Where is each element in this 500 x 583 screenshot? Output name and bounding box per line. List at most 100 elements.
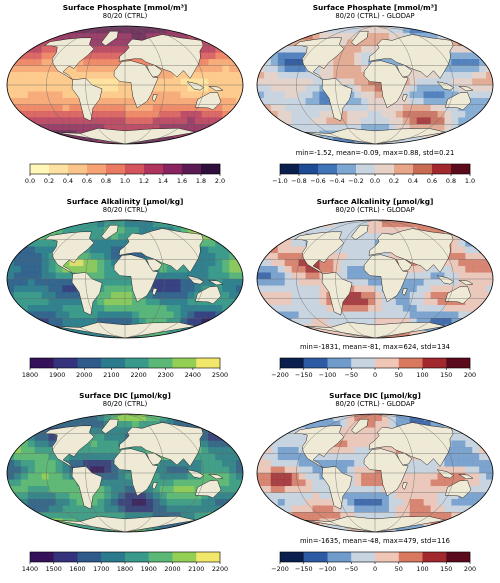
field-cell — [194, 479, 202, 487]
field-cell — [458, 453, 466, 461]
field-cell — [347, 486, 355, 493]
field-cell — [48, 220, 56, 228]
field-cell — [20, 253, 28, 260]
field-cell — [263, 466, 272, 474]
field-cell — [402, 279, 410, 286]
field-cell — [222, 26, 230, 27]
field-cell — [430, 279, 438, 286]
field-cell — [409, 72, 417, 79]
field-cell — [270, 111, 278, 118]
field-cell — [298, 318, 306, 325]
field-cell — [381, 512, 390, 519]
field-cell — [326, 117, 334, 125]
field-cell — [479, 421, 487, 428]
field-cell — [41, 233, 49, 241]
field-cell — [41, 220, 49, 228]
field-cell — [7, 331, 8, 338]
field-cell — [270, 318, 278, 325]
field-cell — [111, 285, 119, 293]
field-cell — [7, 279, 15, 286]
colorbar-tick-label: 0.2 — [44, 177, 54, 185]
field-cell — [166, 499, 174, 506]
field-cell — [41, 460, 49, 467]
field-cell — [34, 65, 42, 73]
graticule-meridian — [374, 414, 454, 532]
field-cell — [257, 233, 258, 241]
field-cell — [437, 137, 445, 144]
field-cell — [493, 428, 500, 435]
field-cell — [479, 311, 487, 319]
field-cell — [375, 91, 383, 99]
field-cell — [347, 117, 355, 125]
field-cell — [312, 85, 320, 92]
field-cell — [451, 130, 459, 138]
colorbar-tick-label: −200 — [271, 565, 289, 573]
field-cell — [486, 473, 493, 480]
field-cell — [340, 33, 348, 40]
field-cell — [243, 325, 250, 332]
field-cell — [409, 279, 417, 286]
field-cell — [187, 26, 195, 34]
graticule-meridian — [374, 26, 415, 144]
field-cell — [145, 137, 153, 144]
field-cell — [34, 531, 42, 532]
field-cell — [257, 447, 258, 454]
field-cell — [298, 246, 306, 254]
graticule-meridian — [46, 26, 126, 144]
field-cell — [263, 78, 272, 86]
field-cell — [305, 26, 313, 27]
field-cell — [493, 214, 500, 221]
field-cell — [312, 298, 320, 306]
field-cell — [284, 486, 292, 493]
field-cell — [187, 311, 195, 319]
field-cell — [201, 52, 209, 60]
field-cell — [20, 499, 28, 506]
field-cell — [430, 414, 438, 415]
field-cell — [388, 305, 397, 312]
field-cell — [62, 492, 70, 500]
field-cell — [13, 220, 22, 228]
field-cell — [111, 473, 119, 480]
field-cell — [222, 505, 230, 513]
stats-text: min=-1831, mean=-81, max=624, std=134 — [300, 343, 450, 351]
field-cell — [472, 111, 480, 118]
field-cell — [41, 130, 49, 138]
field-cell — [451, 117, 459, 125]
field-cell — [493, 105, 500, 112]
field-cell — [257, 78, 258, 86]
field-cell — [347, 434, 355, 441]
field-cell — [243, 519, 250, 526]
field-cell — [437, 499, 445, 506]
field-cell — [326, 26, 334, 27]
field-cell — [83, 525, 91, 532]
field-cell — [69, 414, 77, 415]
land-mass — [402, 287, 408, 296]
field-cell — [257, 233, 265, 241]
field-cell — [229, 78, 237, 86]
field-cell — [20, 421, 28, 428]
field-cell — [7, 440, 8, 448]
field-cell — [215, 220, 223, 221]
colorbar-segment — [172, 552, 197, 562]
field-cell — [465, 227, 473, 234]
field-cell — [291, 440, 299, 448]
field-cell — [465, 518, 473, 526]
field-cell — [97, 414, 105, 415]
field-cell — [493, 486, 500, 493]
field-cell — [159, 479, 167, 487]
field-cell — [395, 33, 403, 40]
field-cell — [347, 240, 355, 247]
field-cell — [13, 91, 22, 99]
field-cell — [270, 486, 278, 493]
field-cell — [388, 512, 397, 519]
field-cell — [20, 59, 28, 66]
field-cell — [62, 111, 70, 118]
field-cell — [291, 246, 299, 254]
field-cell — [34, 227, 42, 234]
field-cell — [257, 220, 265, 228]
field-cell — [291, 298, 299, 306]
colorbar-tick-label: 2100 — [103, 371, 119, 379]
field-cell — [125, 479, 133, 487]
field-cell — [97, 220, 105, 228]
field-cell — [354, 414, 362, 415]
